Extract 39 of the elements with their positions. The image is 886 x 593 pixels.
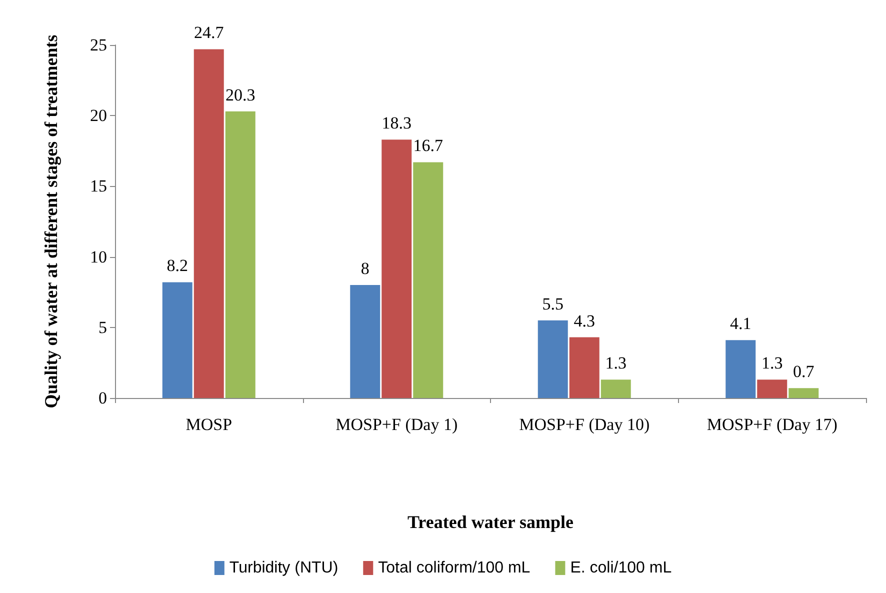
- x-tick-label: MOSP: [186, 415, 232, 434]
- bar: [413, 162, 444, 398]
- y-tick-label: 20: [90, 106, 107, 126]
- data-label: 5.5: [542, 294, 564, 314]
- data-label: 4.3: [574, 311, 595, 330]
- data-label: 8: [360, 259, 370, 278]
- data-label: 24.7: [194, 23, 224, 42]
- data-label: 8.2: [166, 256, 188, 276]
- data-label: 4.1: [730, 314, 752, 334]
- x-axis-title: Treated water sample: [408, 512, 574, 532]
- bar: [569, 337, 600, 398]
- bar: [726, 340, 756, 398]
- data-label: 0.7: [793, 362, 815, 382]
- bar: [788, 388, 819, 398]
- bar: [600, 380, 631, 398]
- bar: [538, 320, 568, 398]
- data-label: 1.3: [605, 354, 626, 373]
- bar: [162, 282, 192, 398]
- bar: [194, 49, 224, 398]
- y-tick-label: 25: [90, 36, 107, 54]
- bar: [350, 285, 380, 398]
- y-tick-label: 15: [90, 176, 107, 196]
- legend-label: Turbidity (NTU): [229, 560, 338, 576]
- x-tick-label: MOSP+F (Day 1): [336, 415, 458, 434]
- y-tick-label: 5: [98, 318, 107, 337]
- y-tick-label: 10: [90, 247, 107, 266]
- y-tick-label: 0: [98, 388, 107, 408]
- bar: [757, 380, 788, 398]
- legend-label: Total coliform/100 mL: [378, 560, 530, 576]
- x-tick-label: MOSP+F (Day 17): [706, 415, 838, 434]
- y-axis-title: Quality of water at different stages of treatments: [41, 34, 61, 408]
- data-label: 18.3: [382, 114, 412, 133]
- data-label: 16.7: [413, 136, 444, 156]
- x-tick-label: MOSP+F (Day 10): [519, 415, 650, 434]
- legend-label: E. coli/100 mL: [570, 560, 672, 576]
- bar: [382, 140, 412, 398]
- data-label: 1.3: [762, 354, 783, 373]
- data-label: 20.3: [226, 85, 256, 104]
- bar: [225, 111, 256, 398]
